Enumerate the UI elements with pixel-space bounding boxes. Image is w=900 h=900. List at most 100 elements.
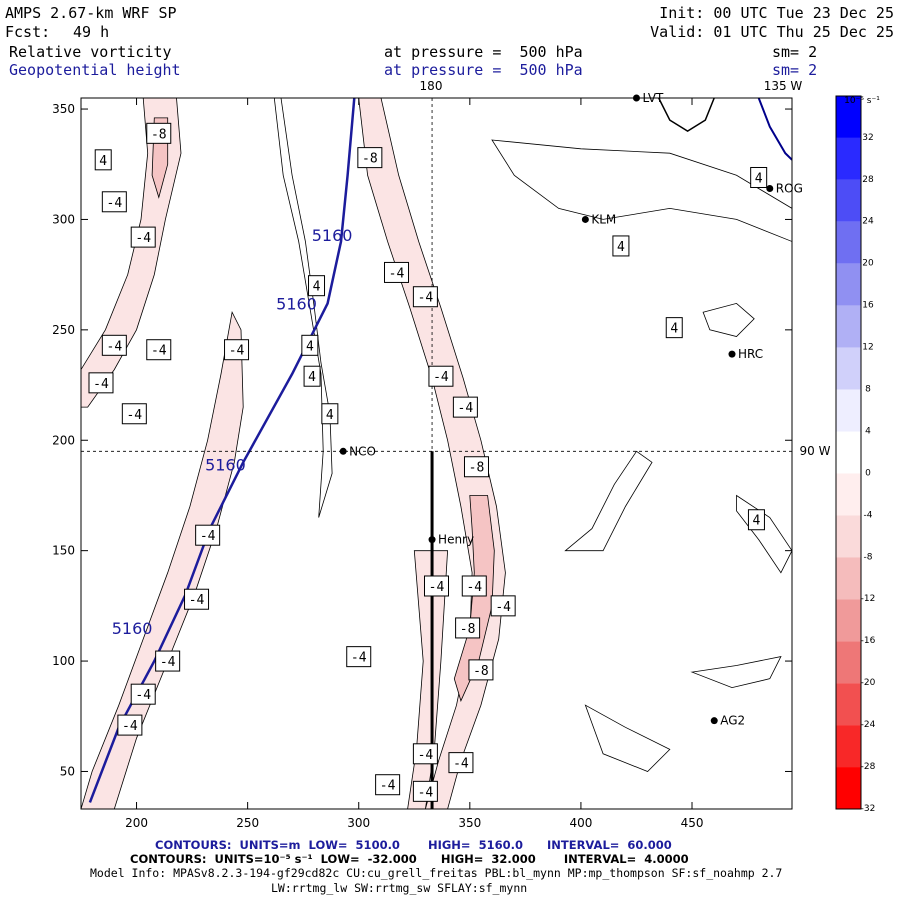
colorbar-tick-label: 28 — [862, 175, 874, 185]
vorticity-contour-info: CONTOURS: UNITS=10⁻⁵ s⁻¹ LOW= -32.000 HI… — [130, 852, 689, 866]
forecast-hour: 49 h — [73, 23, 110, 41]
colorbar-tick-label: -8 — [864, 552, 873, 562]
vorticity-band — [81, 310, 244, 809]
vorticity-label: -8 — [362, 152, 378, 167]
vorticity-label-box — [448, 752, 474, 774]
station-label: ROG — [776, 182, 803, 196]
colorbar-cell — [836, 389, 861, 432]
height-contour-5160 — [88, 98, 356, 803]
colorbar-cell — [836, 305, 861, 348]
positive-vorticity-contour — [564, 450, 653, 552]
vorticity-label: -4 — [93, 377, 109, 392]
colorbar-cell — [836, 137, 861, 180]
vorticity-label: 4 — [326, 408, 334, 423]
vorticity-label: -4 — [495, 600, 511, 615]
vorticity-label: -4 — [122, 719, 138, 734]
y-tick-label: 350 — [52, 102, 75, 116]
positive-vorticity-contour — [702, 302, 755, 337]
vorticity-label-box — [346, 646, 372, 668]
colorbar-cell — [836, 221, 861, 264]
coastline-blue — [757, 98, 792, 161]
field2-level: at pressure = 500 hPa — [384, 61, 583, 79]
station-dot — [632, 94, 640, 102]
vorticity-label: -4 — [380, 779, 396, 794]
vorticity-label-box — [101, 191, 127, 213]
vorticity-label-box — [117, 714, 143, 736]
vorticity-label: -4 — [466, 580, 482, 595]
vorticity-label-box — [303, 365, 321, 387]
y-tick-label: 150 — [52, 544, 75, 558]
vorticity-label-box — [612, 235, 630, 257]
vorticity-label-box — [375, 774, 401, 796]
colorbar-cell — [836, 96, 861, 138]
vorticity-label: -8 — [473, 664, 489, 679]
init-time: Init: 00 UTC Tue 23 Dec 25 — [659, 4, 894, 22]
field1-name: Relative vorticity — [9, 43, 172, 61]
vorticity-label-box — [468, 659, 494, 681]
field2-name: Geopotential height — [9, 61, 181, 79]
vorticity-label-box — [424, 575, 449, 597]
vorticity-label: -4 — [429, 580, 445, 595]
colorbar-tick-label: 32 — [862, 133, 873, 143]
vorticity-label: -4 — [126, 408, 142, 423]
vorticity-label-box — [94, 149, 112, 171]
model-info-2: LW:rrtmg_lw SW:rrtmg_sw SFLAY:sf_mynn — [271, 881, 528, 895]
station-label: NCO — [349, 444, 376, 458]
x-tick-label: 400 — [569, 816, 592, 830]
lat-90w-label: 90 W — [800, 444, 831, 458]
colorbar-cell — [836, 641, 861, 684]
colorbar-tick-label: 8 — [865, 384, 871, 394]
station-label: Henry — [438, 533, 474, 547]
vorticity-band — [453, 495, 495, 702]
vorticity-label-box — [384, 261, 410, 283]
lon-180-label: 180 — [420, 79, 443, 93]
valid-time: Valid: 01 UTC Thu 25 Dec 25 — [650, 23, 894, 41]
colorbar-tick-label: -28 — [861, 762, 876, 772]
colorbar-tick-label: -24 — [861, 720, 876, 730]
y-tick-label: 300 — [52, 212, 75, 226]
colorbar-cell — [836, 767, 861, 809]
vorticity-label: -4 — [418, 291, 434, 306]
vorticity-label: 4 — [753, 514, 761, 529]
vorticity-label-box — [184, 588, 210, 610]
colorbar-tick-label: 0 — [865, 468, 871, 478]
vorticity-label: -4 — [189, 593, 205, 608]
colorbar-cell — [836, 473, 861, 516]
vorticity-label: -4 — [433, 370, 449, 385]
vorticity-label-box — [357, 147, 383, 169]
positive-vorticity-contour — [491, 139, 792, 242]
vorticity-label: -4 — [135, 231, 151, 246]
vorticity-label: 4 — [670, 322, 678, 337]
positive-vorticity-contour — [690, 656, 782, 689]
station-label: LVT — [642, 91, 664, 105]
field2-smoothing: sm= 2 — [772, 61, 818, 79]
colorbar-tick-label: -12 — [861, 594, 876, 604]
vorticity-label: 4 — [99, 154, 107, 169]
vorticity-label: -8 — [460, 622, 476, 637]
vorticity-label: -4 — [458, 401, 474, 416]
lon-135w-label: 135 W — [764, 79, 803, 93]
forecast-label: Fcst: — [5, 23, 51, 41]
vorticity-label-box — [463, 456, 489, 478]
colorbar: 32 28 24 20 16 12 8 4 0 -4 -8 -12 -16 -20 -24 -28 -32 10⁻… — [835, 95, 880, 814]
vorticity-label-box — [461, 575, 487, 597]
vorticity-label-box — [155, 650, 181, 672]
annotations: LVT ROG KLM HRC NCO Henry AG2 5160 5160 5160 5160 -… — [88, 91, 803, 802]
vorticity-label-box — [88, 372, 114, 394]
vorticity-label-box — [121, 403, 147, 425]
vorticity-label-box — [428, 365, 454, 387]
contour-lines — [81, 98, 792, 809]
station-label: HRC — [738, 347, 763, 361]
colorbar-tick-label: 24 — [862, 217, 874, 227]
station-label: KLM — [591, 212, 616, 226]
station-label: AG2 — [720, 714, 745, 728]
vorticity-label-box — [101, 334, 127, 356]
vorticity-label: -4 — [418, 748, 434, 763]
vorticity-label-box — [301, 334, 319, 356]
station-dot — [581, 215, 589, 223]
coastline — [658, 98, 715, 132]
vorticity-label: -8 — [151, 127, 167, 142]
vorticity-label: 4 — [755, 171, 763, 186]
colorbar-cell — [836, 725, 861, 768]
